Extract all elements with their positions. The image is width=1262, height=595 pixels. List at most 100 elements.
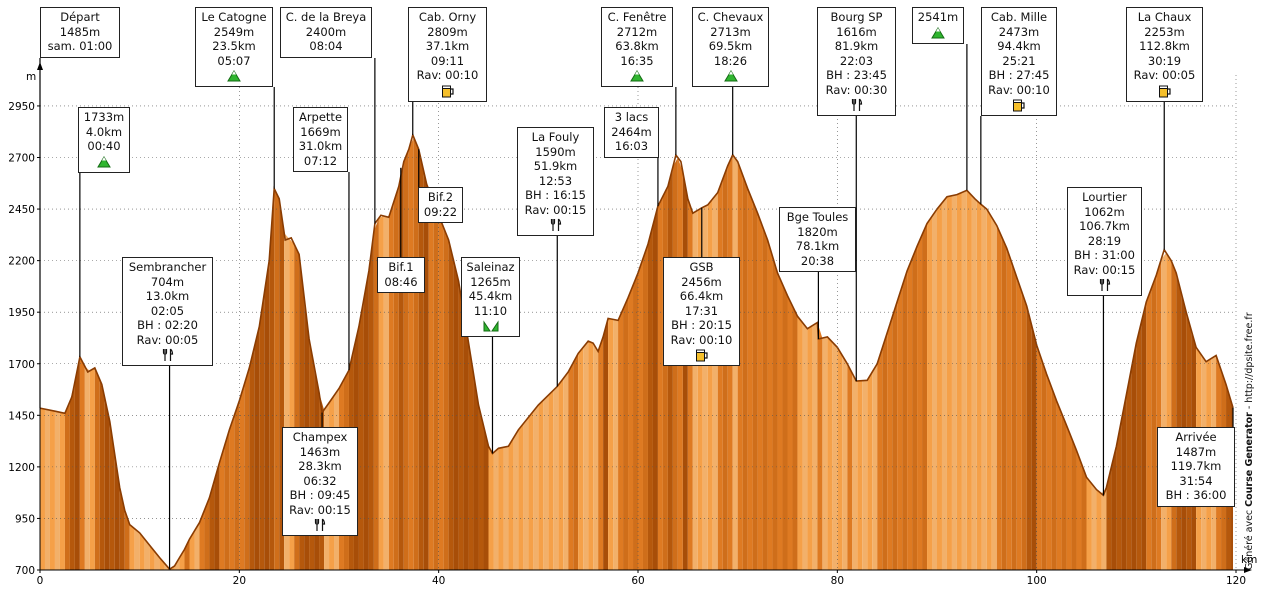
waypoint-name: Saleinaz — [466, 260, 515, 274]
profile-segment — [1076, 450, 1082, 570]
profile-segment — [249, 347, 255, 570]
waypoint-altitude: 2809m — [427, 24, 468, 39]
profile-segment — [129, 524, 135, 570]
y-tick-label: 1450 — [8, 410, 35, 422]
profile-segment — [553, 385, 559, 570]
profile-segment — [1071, 438, 1077, 570]
profile-segment — [189, 530, 195, 570]
profile-segment — [229, 415, 235, 570]
waypoint-label: La Fouly 1590m 51.9km 12:53 BH : 16:15 Rav: 0… — [517, 127, 594, 236]
waypoint-label: C. de la Breya 2400m 08:04 — [280, 7, 372, 58]
profile-segment — [623, 297, 629, 570]
profile-segment — [991, 217, 997, 570]
profile-segment — [882, 332, 888, 570]
profile-segment — [1086, 477, 1092, 570]
waypoint-time: 09:11 — [430, 53, 465, 68]
profile-segment — [932, 209, 937, 570]
profile-segment — [254, 326, 260, 570]
profile-segment — [428, 189, 434, 570]
profile-segment — [1161, 252, 1167, 571]
waypoint-rav: Rav: 00:15 — [1073, 262, 1136, 277]
waypoint-bh: BH : 09:45 — [289, 488, 351, 502]
profile-segment — [767, 240, 773, 570]
x-tick-label: 60 — [631, 575, 644, 587]
waypoint-name: Cab. Orny — [418, 10, 477, 24]
profile-segment — [1006, 248, 1012, 570]
profile-segment — [946, 195, 952, 570]
profile-segment — [852, 373, 858, 570]
waypoint-time: 20:38 — [800, 253, 835, 268]
waypoint-time: 12:53 — [538, 173, 573, 188]
waypoint-dist: 4.0km — [85, 124, 123, 139]
waypoint-label: Cab. Mille 2473m 94.4km 25:21 BH : 27:45 Rav:… — [981, 7, 1057, 116]
profile-segment — [1176, 273, 1182, 570]
waypoint-dist: 31.0km — [298, 139, 343, 153]
profile-segment — [951, 194, 957, 570]
profile-segment — [448, 240, 454, 570]
profile-segment — [787, 295, 793, 570]
profile-segment — [433, 202, 439, 570]
waypoint-dist: 119.7km — [1170, 459, 1222, 473]
profile-segment — [657, 196, 663, 570]
profile-segment — [578, 347, 584, 570]
profile-segment — [234, 400, 240, 570]
profile-segment — [837, 347, 843, 570]
waypoint-dist: 63.8km — [615, 39, 659, 53]
profile-segment — [1141, 301, 1147, 570]
profile-segment — [633, 273, 638, 570]
profile-segment — [652, 206, 658, 571]
profile-segment — [264, 260, 270, 570]
profile-segment — [1021, 291, 1027, 570]
profile-segment — [149, 545, 155, 570]
waypoint-name: Le Catogne — [201, 10, 267, 24]
profile-segment — [917, 234, 923, 570]
waypoint-altitude: 1669m — [300, 124, 341, 139]
waypoint-label: Bif.2 09:22 — [418, 187, 463, 223]
profile-segment — [682, 172, 688, 570]
waypoint-name: Lourtier — [1082, 190, 1127, 204]
profile-outline — [39, 132, 1234, 571]
profile-segment — [862, 380, 868, 570]
profile-segment — [762, 226, 768, 570]
profile-segment — [84, 366, 90, 570]
waypoint-altitude: 1463m — [299, 444, 341, 459]
profile-segment — [877, 348, 883, 570]
profile-segment — [54, 411, 60, 570]
waypoint-name: Cab. Mille — [990, 10, 1048, 24]
waypoint-altitude: 1733m — [83, 110, 125, 124]
waypoint-time: 28:19 — [1087, 233, 1122, 248]
waypoint-time: 30:19 — [1147, 53, 1182, 68]
profile-segment — [438, 215, 444, 570]
summit-icon — [723, 70, 738, 82]
profile-segment — [403, 149, 409, 570]
waypoint-time: 16:03 — [614, 139, 649, 153]
profile-segment — [628, 285, 634, 570]
waypoint-altitude: 1616m — [836, 24, 877, 39]
profile-segment — [214, 462, 220, 570]
profile-segment — [274, 188, 280, 571]
mug-icon — [695, 349, 708, 362]
profile-segment — [49, 410, 55, 570]
waypoint-name: GSB — [689, 260, 714, 274]
profile-segment — [822, 336, 828, 570]
profile-segment — [1136, 322, 1142, 570]
profile-segment — [1011, 262, 1017, 570]
waypoint-time: 05:07 — [217, 53, 251, 68]
profile-segment — [498, 447, 504, 570]
profile-segment — [204, 497, 210, 570]
cutlery-icon — [1099, 278, 1110, 291]
waypoint-bh: BH : 36:00 — [1165, 488, 1227, 502]
y-tick-label: 1700 — [8, 359, 35, 371]
profile-segment — [598, 336, 604, 570]
waypoint-label: 1733m 4.0km 00:40 — [78, 107, 130, 173]
profile-segment — [488, 446, 494, 570]
profile-segment — [1091, 483, 1097, 570]
waypoint-dist: 66.4km — [679, 289, 724, 303]
waypoint-dist: 37.1km — [425, 39, 470, 53]
profile-segment — [224, 429, 230, 570]
profile-segment — [458, 281, 464, 570]
profile-segment — [1051, 387, 1057, 570]
waypoint-altitude: 2400m — [305, 24, 347, 39]
profile-segment — [548, 390, 554, 570]
profile-segment — [109, 421, 115, 570]
